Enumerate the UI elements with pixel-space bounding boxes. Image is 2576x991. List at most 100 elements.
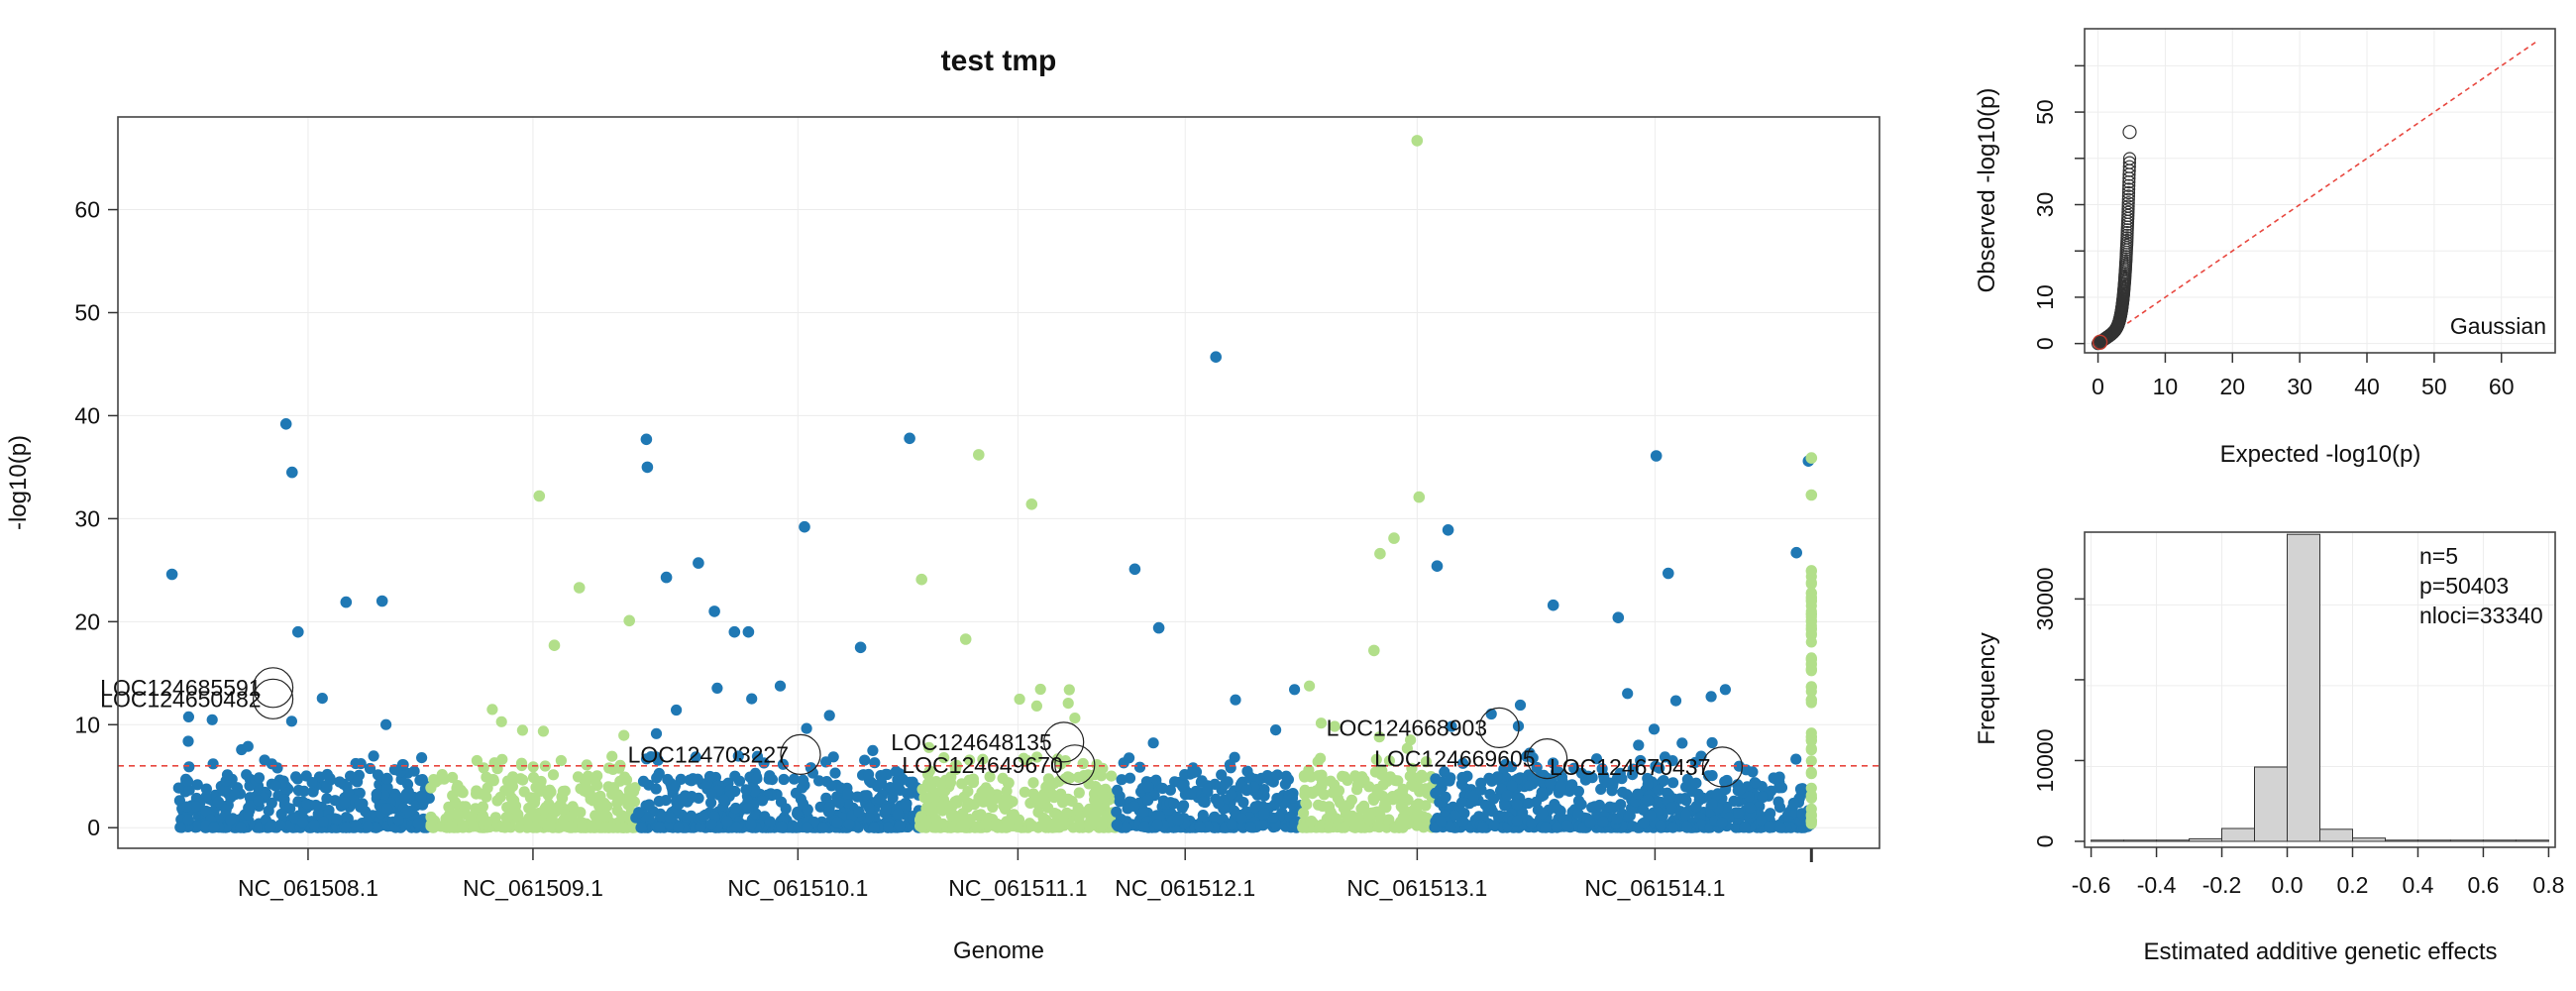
snp-point	[1772, 796, 1784, 808]
snp-point	[1552, 822, 1563, 833]
snp-point	[1156, 782, 1168, 795]
histogram-bar	[2385, 839, 2418, 842]
snp-point	[882, 822, 894, 833]
snp-point	[1142, 781, 1154, 793]
snp-point	[902, 788, 913, 800]
snp-point	[324, 772, 336, 785]
snp-point	[1728, 795, 1740, 808]
snp-point	[1553, 766, 1564, 778]
snp-point	[1249, 802, 1261, 814]
snp-point	[1511, 815, 1523, 827]
manhattan-plot-frame	[117, 116, 1880, 849]
snp-point	[1063, 684, 1075, 696]
histogram-bar	[2515, 839, 2549, 842]
snp-point	[780, 803, 792, 815]
snp-point	[435, 821, 447, 832]
snp-point	[1445, 821, 1456, 833]
snp-point	[1805, 629, 1817, 641]
snp-point	[1635, 754, 1647, 767]
snp-point	[221, 769, 234, 781]
qq-point	[2121, 199, 2135, 213]
snp-peak-point	[279, 418, 292, 430]
snp-point	[290, 771, 302, 783]
snp-point	[1138, 821, 1150, 833]
snp-point	[1073, 787, 1085, 799]
snp-point	[1531, 761, 1543, 774]
snp-peak-point	[165, 568, 178, 581]
snp-point	[1805, 730, 1817, 743]
snp-point	[225, 814, 237, 826]
snp-point	[859, 754, 871, 766]
snp-point	[1455, 797, 1468, 809]
snp-point	[938, 752, 950, 764]
x-tick-label: 20	[2219, 374, 2245, 399]
snp-point	[1488, 793, 1500, 805]
snp-point	[1648, 723, 1661, 735]
snp-point	[212, 796, 225, 808]
gene-label: LOC124703227	[628, 741, 789, 767]
snp-point	[1038, 818, 1050, 829]
snp-point	[243, 809, 255, 821]
snp-point	[1530, 796, 1543, 809]
snp-point	[482, 816, 493, 827]
snp-point	[381, 803, 393, 815]
y-tick-label: 0	[2032, 337, 2058, 350]
y-tick-label: 20	[74, 608, 100, 634]
chromosome-tick-label: NC_061513.1	[1346, 875, 1487, 901]
snp-point	[756, 795, 769, 807]
qq-point	[2121, 192, 2135, 206]
snp-point	[1124, 752, 1135, 764]
annotation-circle	[1043, 721, 1085, 763]
snp-point	[1176, 802, 1188, 814]
snp-point	[1185, 789, 1197, 801]
qq-grid	[2085, 29, 2555, 353]
snp-point	[436, 771, 448, 784]
snp-point	[1584, 817, 1596, 828]
histogram-frame	[2084, 531, 2556, 848]
snp-point	[457, 819, 469, 831]
snp-point	[880, 804, 893, 816]
qq-point	[2121, 196, 2135, 210]
snp-point	[1805, 755, 1817, 767]
snp-point	[1198, 796, 1210, 808]
snp-peak-point	[693, 557, 704, 569]
snp-point	[1540, 822, 1552, 833]
snp-point	[1089, 769, 1101, 781]
snp-point	[618, 771, 631, 783]
snp-point	[1383, 755, 1395, 767]
snp-peak-point	[1663, 567, 1674, 580]
gene-label: LOC124668903	[1327, 715, 1487, 740]
snp-point	[350, 820, 362, 831]
snp-point	[263, 805, 274, 817]
snp-point	[1511, 799, 1523, 811]
snp-point	[1325, 806, 1337, 818]
snp-point	[392, 815, 404, 826]
snp-point	[496, 753, 508, 765]
snp-point	[1622, 688, 1634, 700]
snp-point	[944, 777, 957, 789]
snp-point	[654, 822, 666, 833]
snp-point	[705, 788, 717, 801]
snp-point	[1805, 792, 1817, 805]
snp-point	[873, 793, 886, 805]
snp-point	[1805, 565, 1817, 577]
snp-point	[1128, 801, 1140, 813]
qq-point	[2122, 152, 2137, 165]
snp-point	[950, 759, 963, 772]
snp-peak-point	[292, 625, 304, 638]
qq-y-axis-title: Observed -log10(p)	[1974, 88, 2000, 293]
snp-point	[1316, 780, 1328, 792]
snp-point	[425, 782, 437, 794]
qq-x-axis-title: Expected -log10(p)	[2220, 441, 2421, 468]
annotation-circle	[1526, 737, 1568, 780]
snp-point	[354, 799, 366, 811]
y-tick-label: 30	[74, 505, 100, 531]
snp-point	[312, 808, 324, 820]
snp-point	[380, 718, 392, 730]
snp-point	[1194, 821, 1206, 833]
snp-point	[1299, 789, 1311, 801]
snp-peak-point	[915, 573, 927, 586]
snp-peak-point	[573, 582, 586, 594]
snp-point	[975, 809, 987, 821]
snp-point	[1457, 772, 1469, 785]
